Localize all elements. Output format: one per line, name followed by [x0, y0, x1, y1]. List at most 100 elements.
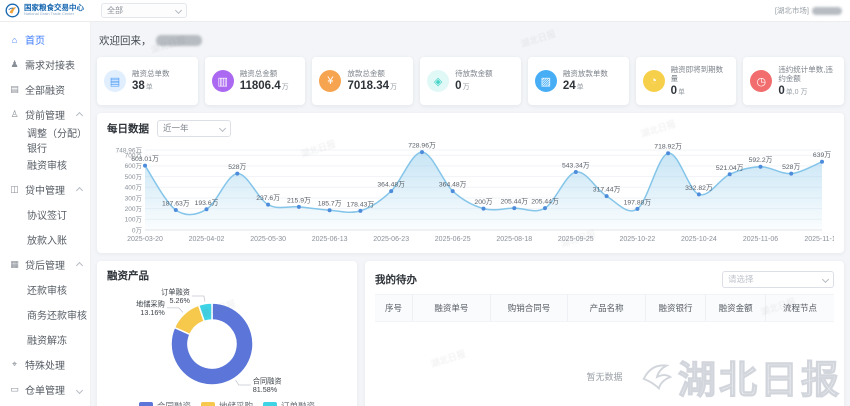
todo-filter-placeholder: 请选择 [728, 274, 754, 284]
stat-card-label: 放款总金额 [347, 69, 385, 79]
svg-text:2025-06-25: 2025-06-25 [435, 236, 471, 243]
clock-icon: ◷ [750, 70, 773, 92]
daily-panel-title: 每日数据 [107, 122, 149, 135]
sidebar-subitem[interactable]: 还款审核 [27, 286, 67, 297]
svg-text:237.6万: 237.6万 [256, 194, 280, 202]
stat-card-value: 24单 [562, 80, 584, 93]
svg-text:528万: 528万 [228, 163, 246, 171]
todo-column-header: 序号 [375, 294, 414, 322]
sidebar-item-demand-form[interactable]: ♟ 需求对接表 [0, 52, 90, 77]
stat-card-label: 待放款金额 [455, 69, 493, 79]
svg-text:187.63万: 187.63万 [162, 200, 190, 208]
stat-card-value: 11806.4万 [239, 80, 289, 93]
legend-swatch [263, 402, 277, 406]
sidebar-item-label: 全部融资 [25, 86, 65, 97]
svg-text:0万: 0万 [132, 226, 143, 234]
stat-card-unit: 单 [576, 84, 584, 92]
sidebar-item-home[interactable]: ⌂ 首页 [0, 27, 90, 52]
sidebar-item-mid-loan[interactable]: ◫ 贷中管理 [0, 177, 90, 202]
header-user-area[interactable]: [湖北市场] [775, 5, 850, 16]
chevron-down-icon [174, 6, 183, 15]
svg-text:400万: 400万 [125, 184, 143, 192]
sidebar-item-warehouse-receipt[interactable]: ▭ 仓单管理 [0, 377, 90, 402]
svg-text:13.16%: 13.16% [140, 308, 165, 317]
todo-column-header: 融资金额 [705, 294, 767, 322]
donut-legend: 合同融资 地储采购 订单融资 [107, 400, 347, 406]
svg-text:718.92万: 718.92万 [654, 143, 682, 151]
sidebar-subitem[interactable]: 融资解冻 [27, 336, 67, 347]
sidebar-subitem[interactable]: 调整（分配）银行 [27, 128, 87, 155]
svg-text:2025-10-22: 2025-10-22 [619, 236, 655, 243]
sidebar-item-pre-loan[interactable]: ♙ 贷前管理 [0, 102, 90, 127]
stat-card: ◈ 待放款金额 0万 [420, 57, 521, 105]
svg-text:2025-06-23: 2025-06-23 [373, 236, 409, 243]
svg-text:5.26%: 5.26% [170, 296, 191, 305]
sidebar-item-label: 仓单管理 [25, 386, 65, 397]
brand: 国家粮食交易中心 National Grain Trade Center [0, 3, 91, 18]
stat-card-unit: 单,0 万 [785, 88, 808, 96]
legend-item[interactable]: 订单融资 [263, 400, 315, 406]
svg-text:185.7万: 185.7万 [318, 200, 342, 208]
market-filter-select[interactable]: 全部 [101, 3, 187, 18]
all-financing-icon: ▤ [10, 84, 19, 94]
post-loan-icon: ▦ [10, 259, 19, 269]
svg-text:300万: 300万 [125, 194, 143, 202]
sidebar-subitem[interactable]: 协议签订 [27, 211, 67, 222]
svg-text:178.43万: 178.43万 [347, 200, 375, 208]
sidebar-subitem[interactable]: 商务还款审核 [27, 311, 87, 322]
chevron-up-icon [75, 261, 84, 270]
sidebar-item-all-financing[interactable]: ▤ 全部融资 [0, 77, 90, 102]
alarm-icon: ◔ [642, 70, 665, 92]
user-name-redacted [812, 6, 842, 15]
svg-text:2025-10-24: 2025-10-24 [681, 236, 717, 243]
sidebar-subitem[interactable]: 放款入账 [27, 236, 67, 247]
stat-card-value: 7018.34万 [347, 80, 398, 93]
financing-products-panel: 融资产品 合同融资 81.58% 地储采购 13.16% 订单融资 5.26% 合同融资地… [97, 261, 357, 406]
svg-text:2025-03-20: 2025-03-20 [127, 236, 163, 243]
chevron-up-icon [75, 111, 84, 120]
svg-text:364.48万: 364.48万 [377, 181, 405, 189]
stat-card: ▨ 融资放款单数 24单 [527, 57, 629, 105]
todo-filter-select[interactable]: 请选择 [722, 270, 834, 288]
todo-table: 序号 融资单号 购销合同号 产品名称 融资银行 融资金额 流程节点 [375, 294, 834, 322]
stat-card-unit: 万 [281, 84, 289, 92]
sidebar-item-label: 特殊处理 [25, 361, 65, 372]
svg-text:2025-09-25: 2025-09-25 [558, 236, 594, 243]
legend-item[interactable]: 合同融资 [138, 400, 191, 406]
coin-icon: ¥ [319, 70, 342, 92]
daily-data-panel: 每日数据 近一年 0万 100万 200万 300万 400万 500万 600万 700万 7… [97, 113, 844, 253]
svg-text:2025-08-18: 2025-08-18 [496, 236, 532, 243]
bottom-row: 融资产品 合同融资 81.58% 地储采购 13.16% 订单融资 5.26% 合同融资地… [97, 261, 844, 406]
pending-icon: ◈ [427, 70, 450, 92]
todo-column-header: 产品名称 [567, 294, 646, 322]
svg-text:205.44万: 205.44万 [531, 198, 559, 206]
stat-card: ▤ 融资总单数 38单 [97, 57, 198, 105]
todo-column-header: 流程节点 [765, 294, 834, 322]
stat-card: ◔ 融资即将到期数量 0单 [635, 57, 737, 105]
sidebar: ⌂ 首页 ♟ 需求对接表 ▤ 全部融资 ♙ 贷前管理 调整（分配）银行融资审核 ◫ 贷中管理协议签订… [0, 22, 91, 406]
legend-label: 订单融资 [281, 401, 316, 406]
legend-swatch [200, 402, 215, 406]
stat-card-value: 0单,0 万 [778, 84, 808, 97]
legend-item[interactable]: 地储采购 [200, 400, 253, 406]
svg-text:543.34万: 543.34万 [562, 162, 590, 170]
svg-text:2025-05-30: 2025-05-30 [250, 236, 286, 243]
main-content: 欢迎回来， ▤ 融资总单数 38单 ▥ 融资总金额 11806.4万 ¥ 放款总金额 7018.… [91, 22, 850, 406]
legend-label: 地储采购 [218, 401, 253, 406]
welcome-row: 欢迎回来， [99, 33, 844, 48]
user-market-label: [湖北市场] [774, 6, 809, 15]
brand-logo-icon [5, 3, 20, 18]
stat-card: ◷ 违约统计单数,违约金额 0单,0 万 [743, 57, 845, 105]
svg-text:205.44万: 205.44万 [501, 198, 529, 206]
stat-card-unit: 单 [678, 88, 685, 96]
legend-swatch [138, 402, 153, 406]
sidebar-subitem[interactable]: 融资审核 [27, 161, 67, 172]
svg-text:728.96万: 728.96万 [408, 142, 436, 150]
sidebar-item-post-loan[interactable]: ▦ 贷后管理 [0, 252, 90, 277]
date-range-select[interactable]: 近一年 [157, 119, 231, 137]
sidebar-item-special-handling[interactable]: ⌖ 特殊处理 [0, 352, 90, 377]
svg-text:197.88万: 197.88万 [624, 198, 652, 206]
todo-panel-header: 我的待办 请选择 [375, 267, 834, 291]
